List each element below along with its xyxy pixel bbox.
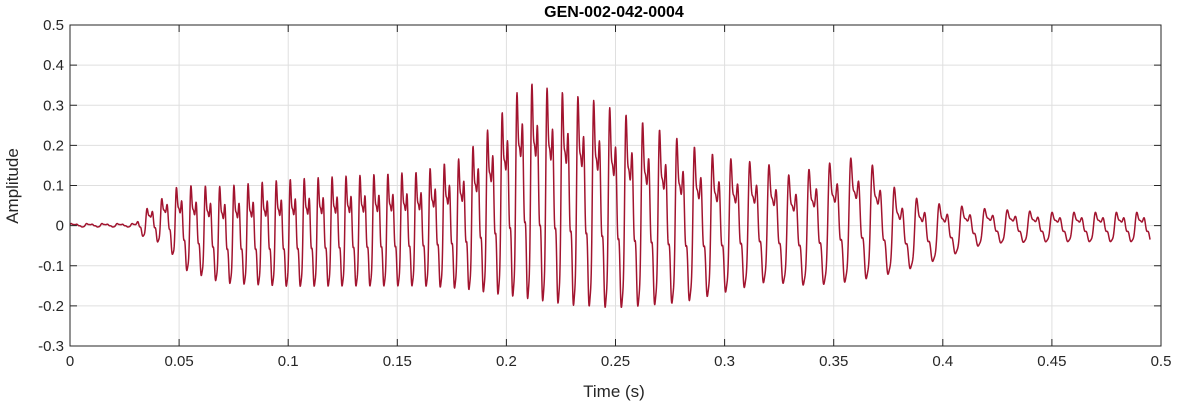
y-tick-label: 0.4 [43, 57, 64, 74]
x-axis-label: Time (s) [583, 382, 645, 401]
y-tick-label: 0.1 [43, 178, 64, 195]
chart-title: GEN-002-042-0004 [544, 4, 684, 21]
axis-ticks [69, 24, 1162, 347]
signal-line [69, 83, 1151, 308]
x-tick-label: 0 [66, 353, 74, 370]
x-tick-label: 0.05 [164, 353, 193, 370]
y-tick-label: 0.3 [43, 97, 64, 114]
x-tick-label: 0.25 [601, 353, 630, 370]
x-tick-label: 0.1 [278, 353, 299, 370]
x-tick-label: 0.15 [383, 353, 412, 370]
x-tick-label: 0.35 [819, 353, 848, 370]
y-tick-label: -0.2 [38, 298, 64, 315]
x-tick-label: 0.45 [1037, 353, 1066, 370]
x-tick-label: 0.3 [714, 353, 735, 370]
x-tick-label: 0.4 [932, 353, 953, 370]
y-tick-label: -0.1 [38, 258, 64, 275]
y-tick-label: 0.2 [43, 137, 64, 154]
x-tick-label: 0.2 [496, 353, 517, 370]
y-axis-label: Amplitude [3, 148, 22, 224]
tick-labels: 0 0.05 0.1 0.15 0.2 0.25 0.3 0.35 0.4 0.45 0.5 -0.3… [38, 17, 1171, 370]
y-tick-label: 0.5 [43, 17, 64, 34]
y-tick-label: 0 [56, 218, 64, 235]
x-tick-label: 0.5 [1151, 353, 1172, 370]
y-tick-label: -0.3 [38, 338, 64, 355]
